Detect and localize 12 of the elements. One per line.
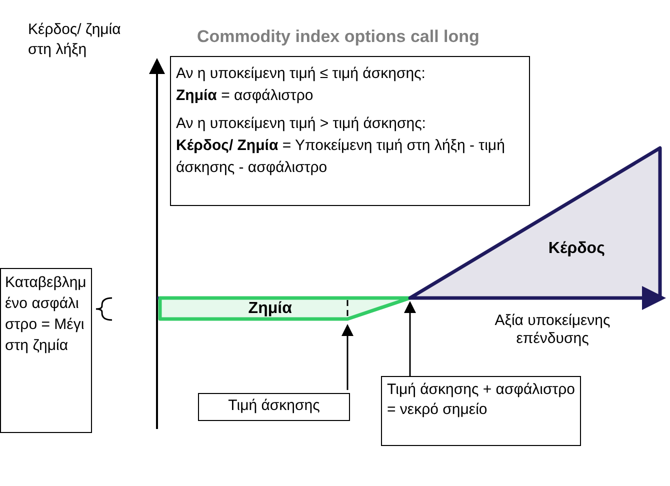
text: Καταβεβλημένο ασφάλιστρο = Μέγιστη ζημία <box>0 268 92 433</box>
text: Τιμή άσκησης + ασφάλιστρο = νεκρό σημείο <box>381 376 581 446</box>
text: Αν η υποκείμενη τιμή > τιμή άσκησης: <box>176 114 427 134</box>
text: Τιμή άσκησης <box>198 393 350 421</box>
text: Ζημία = ασφάλιστρο <box>176 86 314 106</box>
chart-title: Commodity index options call long <box>197 27 480 46</box>
series-label: Ζημία <box>248 300 292 317</box>
text: Κέρδος/ ζημία στη λήξη <box>28 20 122 60</box>
x-axis-title: Αξία υποκείμενης επένδυσης <box>494 312 612 349</box>
annotation: Κέρδος/ Ζημία = Υποκείμενη τιμή στη λήξη - τιμή άσκησης - ασφάλιστρο <box>176 136 506 178</box>
series-label: Κέρδος <box>548 240 605 257</box>
text: Αν η υποκείμενη τιμή ≤ τιμή άσκησης: <box>176 64 426 84</box>
